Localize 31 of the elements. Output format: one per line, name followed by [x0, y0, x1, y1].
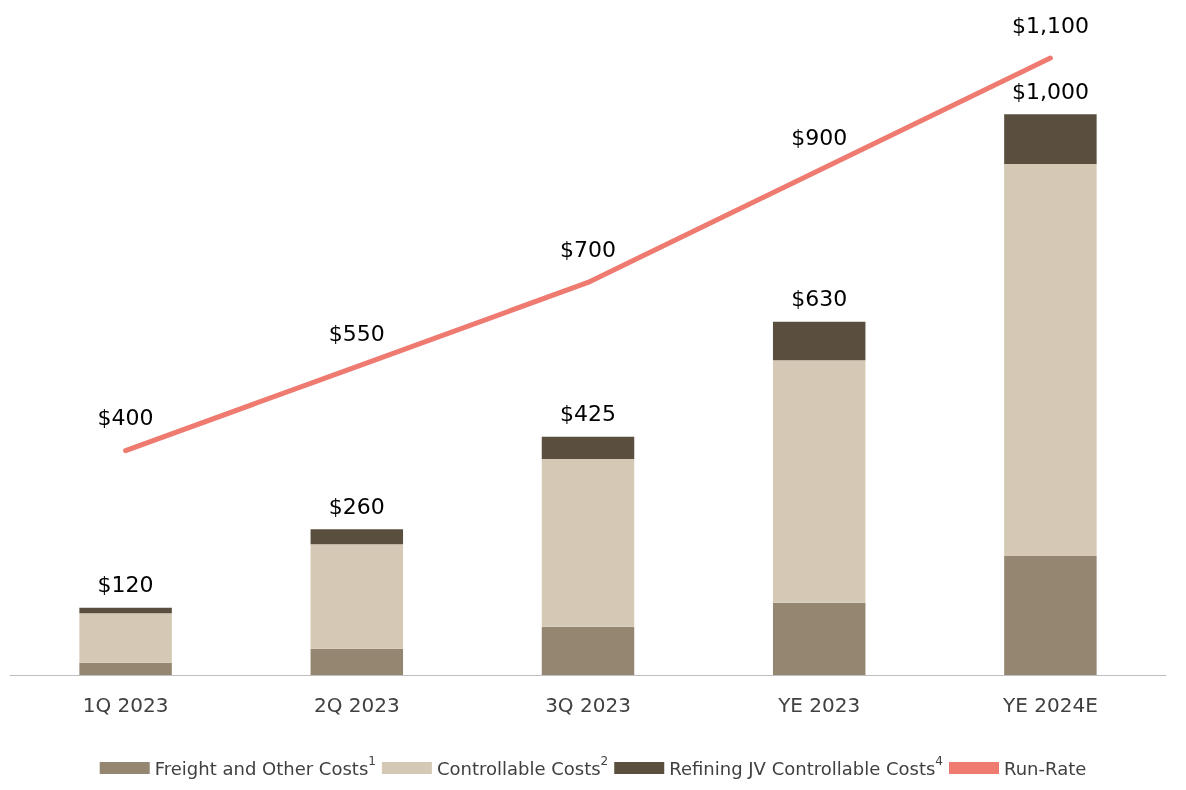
bar [1004, 164, 1097, 557]
bar [1004, 114, 1097, 165]
bar [79, 662, 172, 675]
data-label: $700 [560, 236, 616, 262]
bar [772, 321, 866, 361]
legend-label: Run-Rate [1004, 757, 1087, 779]
total-label: $120 [97, 572, 154, 598]
bar [310, 648, 404, 675]
data-label: $550 [328, 321, 385, 347]
bar [541, 436, 635, 460]
x-tick-label: 3Q 2023 [545, 693, 631, 717]
data-label: $1,100 [1011, 12, 1089, 38]
data-label: $400 [97, 405, 154, 431]
bar [772, 602, 866, 675]
bar [772, 360, 866, 603]
x-tick-label: YE 2024E [1002, 693, 1098, 717]
bar [541, 459, 635, 627]
bar [1004, 556, 1097, 675]
total-label: $630 [791, 286, 848, 312]
bar [310, 529, 404, 545]
total-label: $260 [328, 493, 385, 519]
data-label: $900 [791, 124, 848, 150]
x-tick-label: 2Q 2023 [313, 693, 400, 717]
total-label: $1,000 [1011, 78, 1089, 104]
x-tick-label: 1Q 2023 [82, 693, 169, 717]
bar [541, 626, 635, 675]
x-tick-label: YE 2023 [777, 693, 861, 717]
bar [79, 613, 172, 663]
bar [79, 607, 172, 614]
total-label: $425 [560, 401, 616, 427]
bar [310, 544, 404, 649]
